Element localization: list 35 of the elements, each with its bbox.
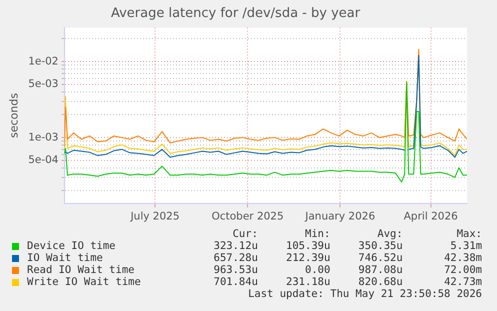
chart-title: Average latency for /dev/sda - by year [110, 6, 361, 22]
text: 746.52u [357, 252, 403, 264]
text: Max: [456, 228, 482, 240]
text: 212.39u [285, 252, 330, 264]
text: 820.68u [357, 276, 403, 288]
text: 42.38m [443, 252, 482, 264]
y-tick-label: 5e-04 [28, 154, 59, 166]
y-tick-label: 5e-03 [28, 78, 58, 90]
text: 701.84u [212, 276, 258, 288]
x-tick-label: April 2026 [404, 210, 458, 222]
text: 231.18u [285, 276, 330, 288]
text: 963.53u [212, 264, 258, 276]
y-tick-label: 1e-02 [28, 55, 58, 68]
text: Avg: [376, 228, 403, 240]
text: 350.35u [357, 240, 403, 252]
text: Last update: Thu May 21 23:50:58 2026 [247, 288, 482, 300]
y-axis-title: seconds [7, 92, 20, 138]
text: 42.73m [443, 276, 482, 288]
x-tick-label: July 2025 [130, 210, 180, 222]
y-tick-label: 1e-03 [28, 131, 58, 144]
legend-label: Write IO Wait time [26, 276, 142, 288]
text: 5.31m [449, 240, 482, 252]
legend-label: Read IO Wait time [26, 264, 136, 276]
text: 657.28u [212, 252, 258, 264]
x-tick-label: January 2026 [304, 210, 376, 222]
text: 323.12u [212, 240, 258, 252]
legend-label: Device IO time [26, 240, 117, 252]
text: 72.00m [443, 264, 482, 276]
x-tick-label: October 2025 [212, 210, 284, 222]
text: 105.39u [285, 240, 330, 252]
text: 0.00 [304, 264, 330, 276]
text: Cur: [232, 228, 258, 240]
legend-label: IO Wait time [26, 252, 104, 264]
text: 987.08u [357, 264, 403, 276]
text: Min: [304, 228, 330, 240]
